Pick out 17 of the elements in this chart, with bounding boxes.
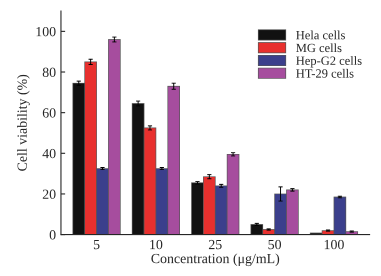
x-axis-title: Concentration (μg/mL) xyxy=(151,253,280,266)
legend-label: MG cells xyxy=(296,43,342,52)
x-tick-label: 25 xyxy=(208,240,222,250)
legend-label: Hela cells xyxy=(296,30,345,40)
y-tick-label: 80 xyxy=(42,68,56,77)
y-axis-title: Cell viability (%) xyxy=(17,74,30,171)
y-tick-label: 100 xyxy=(36,26,56,36)
y-tick-label: 0 xyxy=(50,230,56,240)
y-tick-label: 40 xyxy=(42,148,56,158)
x-tick-label: 10 xyxy=(150,240,162,250)
y-tick-label: 60 xyxy=(42,108,56,118)
x-tick-label: 5 xyxy=(94,240,100,250)
legend-label: Hep-G2 cells xyxy=(296,56,362,68)
x-tick-label: 100 xyxy=(324,240,344,250)
x-tick-label: 50 xyxy=(268,240,282,250)
legend-label: HT-29 cells xyxy=(296,68,354,78)
y-tick-label: 20 xyxy=(42,190,56,199)
